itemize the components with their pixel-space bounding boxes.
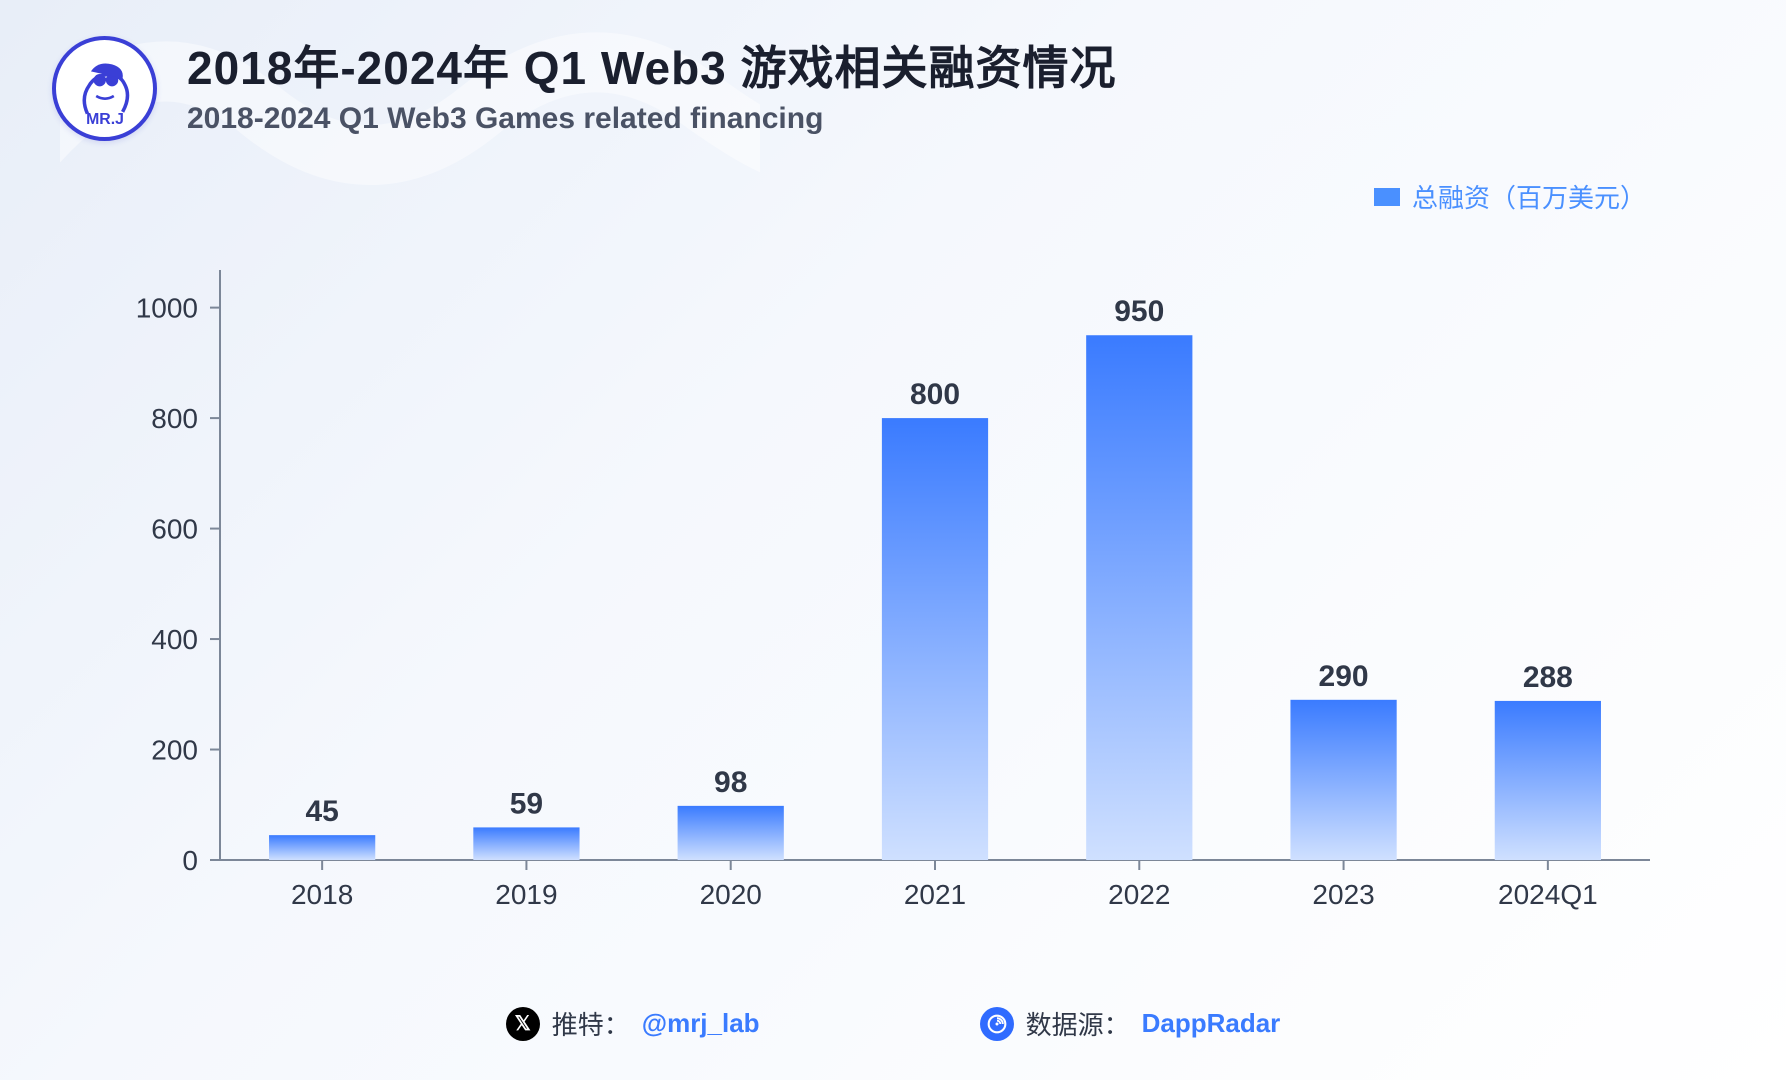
x-tick-label: 2019	[495, 879, 557, 910]
x-tick-label: 2024Q1	[1498, 879, 1598, 910]
legend: 总融资（百万美元）	[1374, 178, 1646, 215]
header: MR.J 2018年-2024年 Q1 Web3 游戏相关融资情况 2018-2…	[52, 36, 1117, 141]
logo-text: MR.J	[86, 111, 124, 128]
x-tick-label: 2023	[1312, 879, 1374, 910]
bar	[269, 835, 375, 860]
footer-source: 数据源： DappRadar	[980, 1005, 1281, 1042]
x-tick-label: 2018	[291, 879, 353, 910]
y-tick-label: 400	[151, 624, 198, 655]
y-tick-label: 800	[151, 403, 198, 434]
y-tick-label: 0	[182, 845, 198, 876]
footer-twitter-label: 推特：	[552, 1005, 630, 1042]
bar	[473, 827, 579, 860]
title-sub: 2018-2024 Q1 Web3 Games related financin…	[187, 102, 1117, 136]
bar-value-label: 800	[910, 378, 960, 411]
x-tick-label: 2022	[1108, 879, 1170, 910]
footer-source-label: 数据源：	[1026, 1005, 1130, 1042]
x-tick-label: 2020	[700, 879, 762, 910]
footer-twitter: 𝕏 推特： @mrj_lab	[506, 1005, 760, 1042]
bar-value-label: 59	[510, 787, 543, 820]
bar	[1290, 700, 1396, 860]
footer: 𝕏 推特： @mrj_lab 数据源： DappRadar	[0, 1005, 1786, 1042]
legend-label: 总融资（百万美元）	[1412, 178, 1646, 215]
bar	[1495, 701, 1601, 860]
bar-chart: 0 200 400 600 800 1000 2018 45 2019 59 2020 98 2021 8…	[130, 250, 1670, 930]
legend-swatch	[1374, 188, 1400, 206]
bar-value-label: 290	[1319, 660, 1369, 693]
logo-badge: MR.J	[52, 36, 157, 141]
footer-source-name[interactable]: DappRadar	[1142, 1008, 1281, 1039]
bar-value-label: 98	[714, 766, 747, 799]
title-main: 2018年-2024年 Q1 Web3 游戏相关融资情况	[187, 40, 1117, 98]
x-icon: 𝕏	[506, 1007, 540, 1041]
x-tick-label: 2021	[904, 879, 966, 910]
y-tick-label: 200	[151, 735, 198, 766]
y-tick-label: 600	[151, 514, 198, 545]
bar-value-label: 288	[1523, 661, 1573, 694]
source-icon	[980, 1007, 1014, 1041]
y-tick-label: 1000	[136, 293, 198, 324]
bar	[882, 418, 988, 860]
bar-value-label: 950	[1114, 295, 1164, 328]
bar	[1086, 335, 1192, 860]
footer-twitter-handle[interactable]: @mrj_lab	[642, 1008, 760, 1039]
bar-value-label: 45	[305, 795, 338, 828]
bar	[678, 806, 784, 860]
